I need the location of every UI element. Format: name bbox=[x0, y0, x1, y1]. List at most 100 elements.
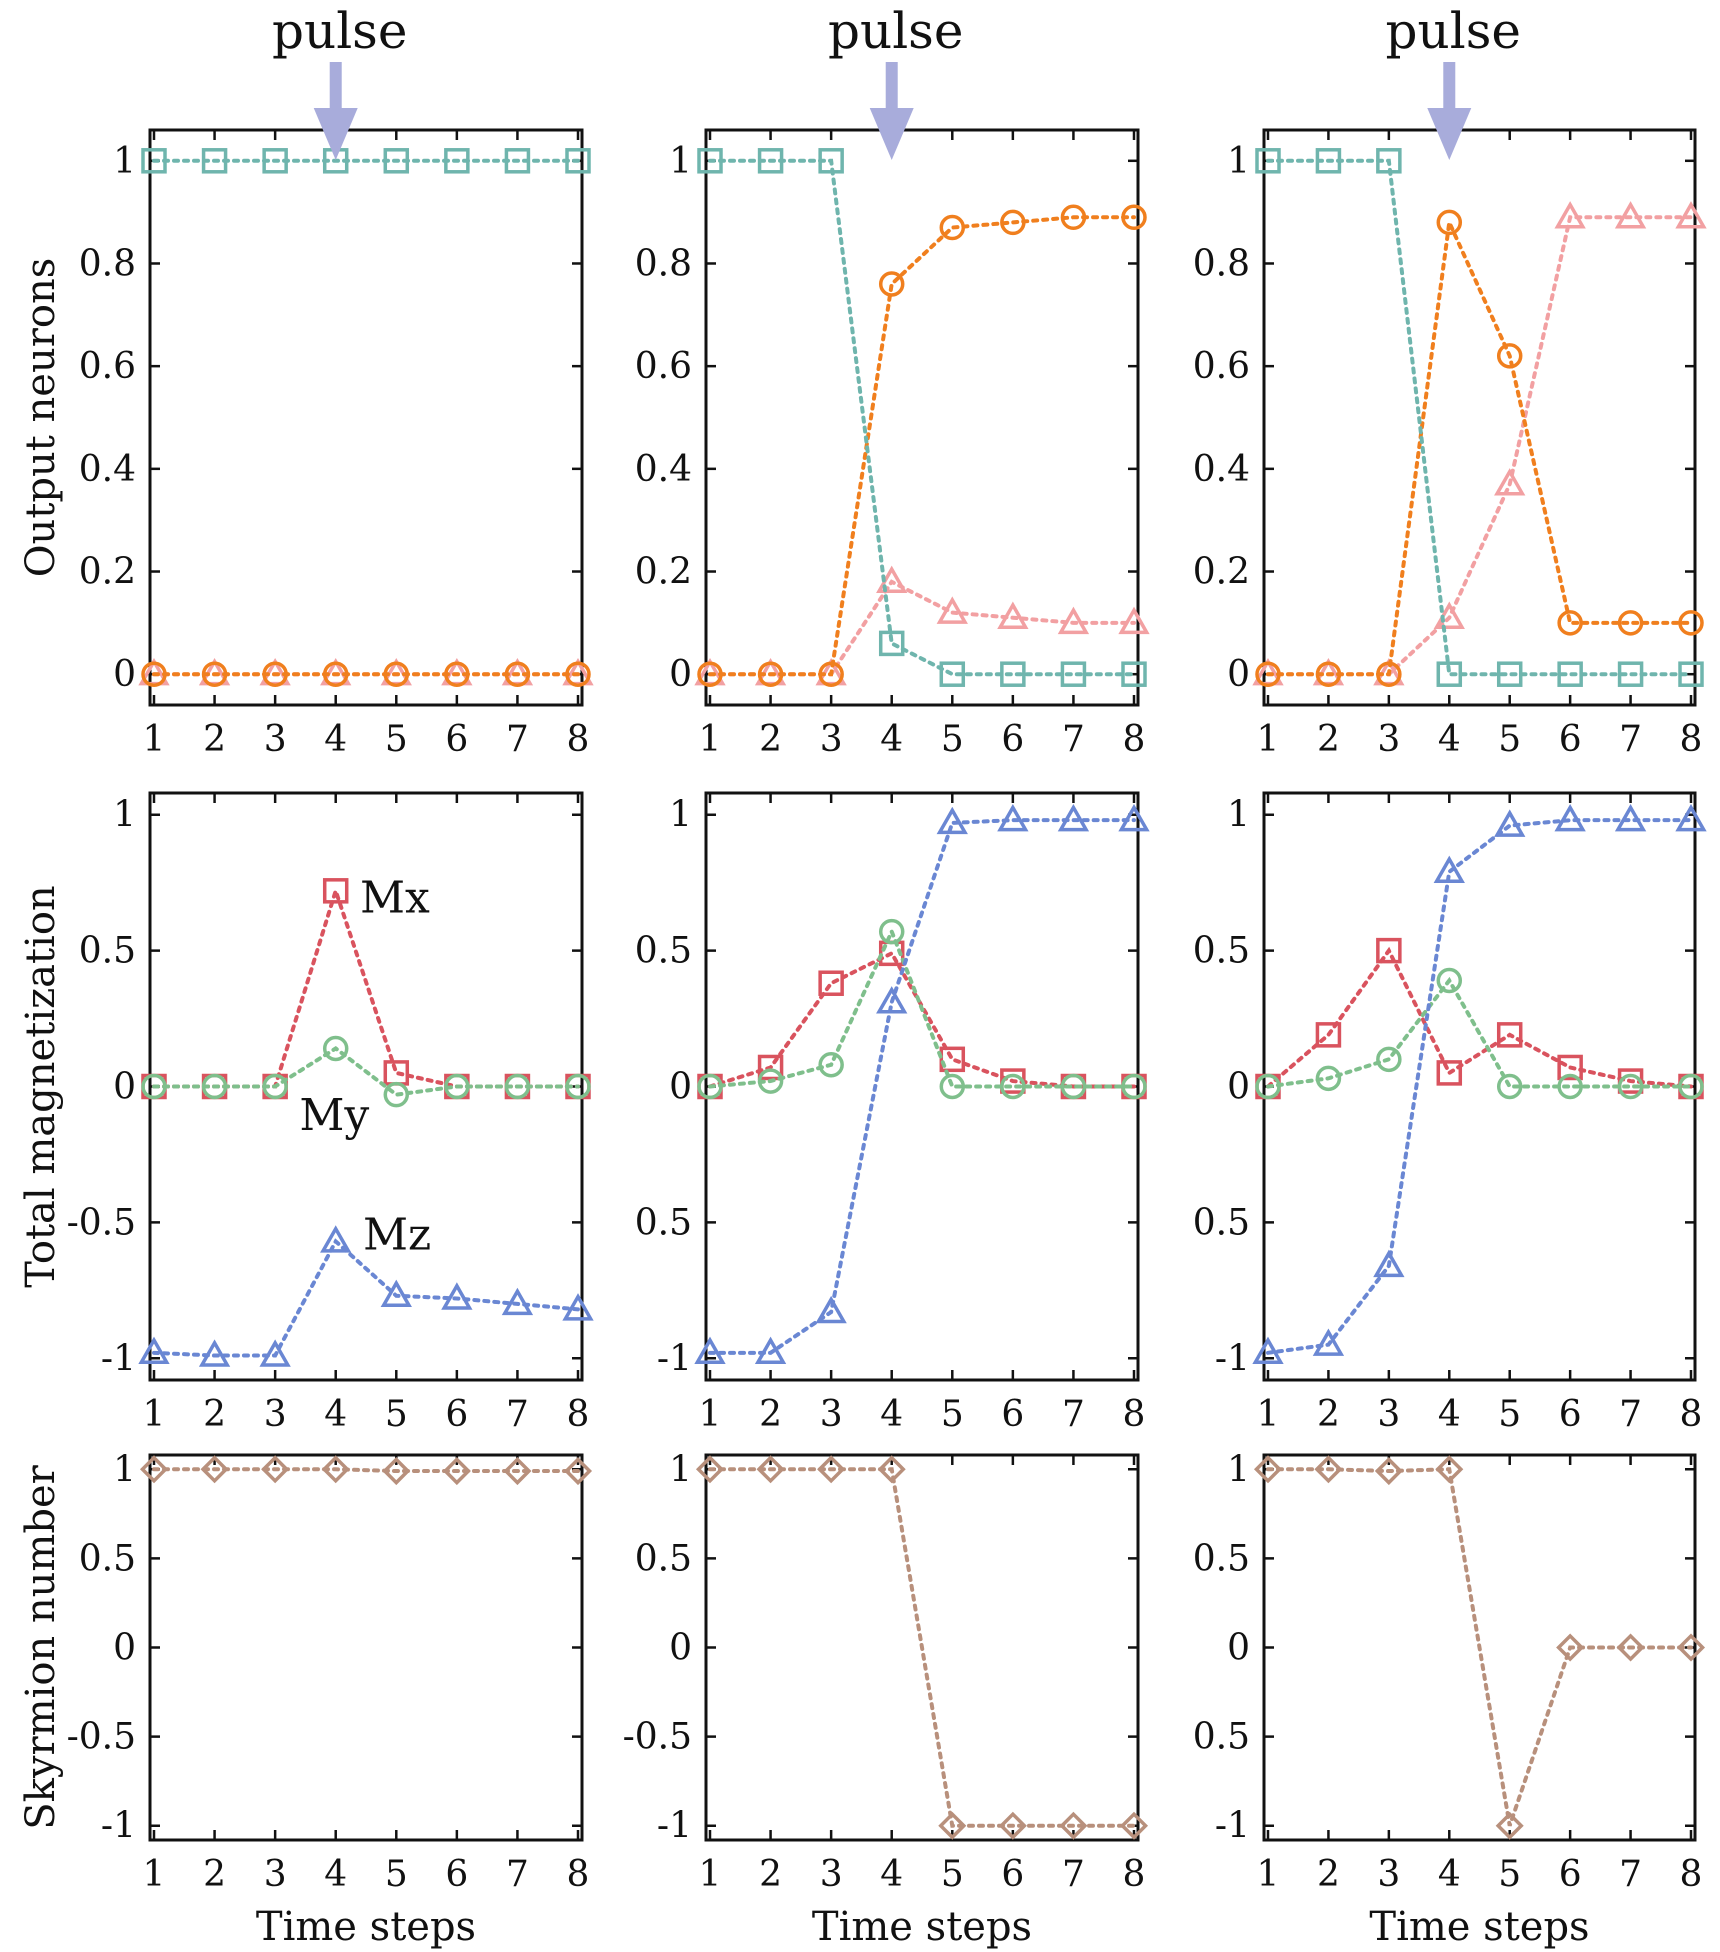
pulse-arrow-shaft bbox=[885, 62, 898, 114]
series-my bbox=[697, 918, 1147, 1100]
data-point bbox=[876, 986, 908, 1014]
data-point bbox=[1255, 1073, 1281, 1100]
x-tick-label: 4 bbox=[1438, 1394, 1461, 1435]
data-point bbox=[878, 630, 905, 657]
series-mz bbox=[694, 803, 1150, 1365]
x-tick-label: 6 bbox=[1559, 1854, 1582, 1895]
data-point bbox=[877, 1455, 906, 1484]
data-point bbox=[1554, 803, 1586, 832]
y-tick-label: 0 bbox=[113, 1628, 136, 1669]
data-point bbox=[939, 214, 966, 241]
data-point bbox=[939, 661, 966, 687]
x-tick-label: 6 bbox=[445, 719, 468, 760]
y-axis-label: Skyrmion number bbox=[18, 1464, 64, 1829]
data-point bbox=[1496, 661, 1523, 687]
x-tick-label: 1 bbox=[699, 1394, 722, 1435]
data-point bbox=[1554, 201, 1586, 229]
data-point bbox=[565, 148, 591, 174]
data-point bbox=[322, 1035, 349, 1062]
data-point bbox=[1118, 606, 1150, 635]
data-point bbox=[565, 661, 591, 687]
data-point bbox=[1119, 1811, 1149, 1840]
x-tick-label: 1 bbox=[1257, 719, 1280, 760]
data-point bbox=[321, 1455, 350, 1484]
y-tick-label: 0.6 bbox=[635, 346, 692, 387]
y-tick-label: 0.5 bbox=[635, 931, 692, 972]
data-point bbox=[1000, 1073, 1026, 1100]
data-point bbox=[1557, 1073, 1583, 1100]
x-tick-label: 5 bbox=[1498, 719, 1521, 760]
x-tick-label: 6 bbox=[1559, 1394, 1582, 1435]
data-point bbox=[818, 148, 844, 174]
data-point bbox=[141, 148, 167, 174]
x-tick-label: 2 bbox=[1317, 1394, 1340, 1435]
data-point bbox=[697, 661, 723, 687]
series-line bbox=[1266, 215, 1693, 677]
y-tick-label: 0.5 bbox=[79, 1538, 136, 1579]
x-tick-label: 4 bbox=[324, 1854, 347, 1895]
data-point bbox=[139, 1455, 169, 1484]
x-tick-label: 3 bbox=[820, 1394, 843, 1435]
y-tick-label: 0 bbox=[669, 654, 692, 695]
series-line bbox=[152, 1238, 580, 1358]
x-tick-label: 3 bbox=[1377, 1854, 1400, 1895]
x-tick-label: 8 bbox=[567, 1854, 590, 1895]
y-tick-label: 0.4 bbox=[79, 449, 136, 490]
data-point bbox=[1496, 1022, 1523, 1048]
data-point bbox=[1315, 1022, 1342, 1048]
data-point bbox=[1675, 803, 1707, 832]
data-point bbox=[1255, 148, 1281, 174]
data-point bbox=[501, 1287, 534, 1316]
y-tick-label: 0.6 bbox=[1193, 346, 1250, 387]
data-point bbox=[1614, 201, 1647, 229]
data-point bbox=[201, 148, 228, 174]
y-tick-label: 0 bbox=[669, 1067, 692, 1108]
y-tick-label: 0.2 bbox=[1193, 552, 1250, 593]
x-tick-label: 3 bbox=[264, 1394, 287, 1435]
y-axis-label: Total magnetization bbox=[18, 885, 64, 1287]
plot-frame bbox=[148, 1453, 584, 1842]
data-point bbox=[382, 1457, 411, 1486]
series-annotation: Mx bbox=[360, 873, 430, 924]
x-tick-label: 2 bbox=[759, 1394, 782, 1435]
x-tick-label: 8 bbox=[1680, 1854, 1703, 1895]
data-point bbox=[757, 1068, 784, 1094]
x-axis-label: Time steps bbox=[1369, 1904, 1589, 1950]
data-point bbox=[878, 271, 905, 297]
x-tick-label: 4 bbox=[880, 719, 903, 760]
series-line bbox=[708, 215, 1136, 677]
x-tick-label: 6 bbox=[1001, 1394, 1024, 1435]
series-my bbox=[141, 1035, 591, 1108]
data-point bbox=[1436, 209, 1463, 236]
data-point bbox=[1496, 1073, 1523, 1100]
x-tick-label: 1 bbox=[1257, 1854, 1280, 1895]
y-tick-label: 0.4 bbox=[635, 449, 692, 490]
data-point bbox=[1614, 803, 1647, 832]
data-point bbox=[1118, 803, 1150, 832]
series-neuron-2 bbox=[1255, 209, 1704, 687]
data-point bbox=[563, 1457, 593, 1486]
x-tick-label: 6 bbox=[1001, 719, 1024, 760]
data-point bbox=[1494, 809, 1526, 837]
data-point bbox=[383, 1081, 410, 1108]
x-tick-label: 3 bbox=[264, 719, 287, 760]
data-point bbox=[817, 1455, 846, 1484]
x-tick-label: 1 bbox=[1257, 1394, 1280, 1435]
series-mz bbox=[1252, 803, 1707, 1365]
data-point bbox=[939, 1046, 966, 1073]
series-neuron-1 bbox=[697, 148, 1147, 687]
data-point bbox=[1617, 1073, 1644, 1100]
y-tick-label: 1 bbox=[1227, 141, 1250, 182]
data-point bbox=[562, 1293, 594, 1321]
series-skyrmion-number bbox=[1253, 1455, 1706, 1840]
x-tick-label: 7 bbox=[506, 1394, 529, 1435]
x-tick-label: 8 bbox=[1680, 719, 1703, 760]
data-point bbox=[818, 1052, 844, 1078]
y-tick-label: -1 bbox=[657, 1806, 692, 1847]
data-point bbox=[441, 1282, 473, 1310]
x-tick-label: 6 bbox=[1559, 719, 1582, 760]
data-point bbox=[504, 148, 531, 174]
data-point bbox=[697, 148, 723, 174]
data-point bbox=[1617, 661, 1644, 687]
